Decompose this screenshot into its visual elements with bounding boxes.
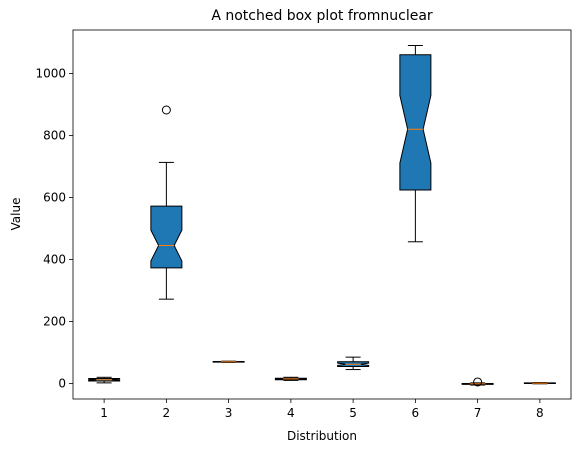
- y-axis-label: Value: [9, 198, 23, 231]
- chart-title: A notched box plot fromnuclear: [211, 8, 433, 24]
- x-tick-label: 2: [163, 406, 171, 420]
- flier-point: [161, 105, 171, 115]
- box-body: [399, 54, 432, 191]
- x-tick-label: 6: [412, 406, 420, 420]
- y-tick-label: 200: [43, 314, 66, 328]
- x-tick-label: 1: [100, 406, 108, 420]
- flier-point: [473, 377, 483, 387]
- y-tick-label: 1000: [35, 66, 66, 80]
- x-tick-label: 7: [474, 406, 482, 420]
- y-tick-label: 400: [43, 252, 66, 266]
- x-axis-label: Distribution: [287, 429, 357, 443]
- axes-frame: [72, 29, 572, 400]
- x-tick-label: 4: [287, 406, 295, 420]
- plot-area: 0 200 400 600 800 1000 1 2 3 4 5 6 7 8: [35, 29, 572, 420]
- y-tick-label: 600: [43, 190, 66, 204]
- x-tick-label: 5: [349, 406, 357, 420]
- x-tick-label: 3: [225, 406, 233, 420]
- x-tick-label: 8: [536, 406, 544, 420]
- y-tick-label: 800: [43, 128, 66, 142]
- y-tick-label: 0: [58, 376, 66, 390]
- box-body: [150, 205, 183, 269]
